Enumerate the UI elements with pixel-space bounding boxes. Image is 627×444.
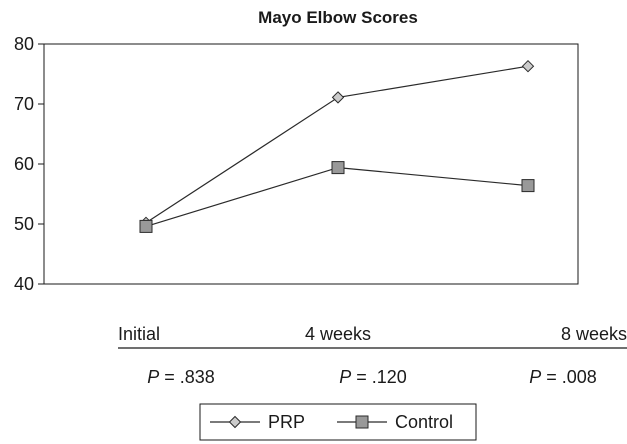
series-control xyxy=(139,161,535,233)
y-tick-label: 60 xyxy=(14,154,34,174)
data-point-control xyxy=(331,161,345,175)
x-category-label: 4 weeks xyxy=(305,324,371,344)
series-line-control xyxy=(145,166,529,227)
p-value-label: P = .838 xyxy=(147,367,215,387)
plot-frame xyxy=(43,43,579,285)
x-category-label: 8 weeks xyxy=(561,324,627,344)
y-tick-label: 80 xyxy=(14,34,34,54)
series-line-prp xyxy=(145,65,529,224)
data-point-prp xyxy=(331,91,345,104)
chart-title: Mayo Elbow Scores xyxy=(258,8,418,27)
p-value-label: P = .120 xyxy=(339,367,407,387)
legend-item-control: Control xyxy=(337,412,453,432)
data-point-control xyxy=(521,179,535,193)
legend-marker-control xyxy=(355,415,369,429)
legend: PRP Control xyxy=(199,403,477,441)
legend-label: PRP xyxy=(268,412,305,432)
y-tick-label: 70 xyxy=(14,94,34,114)
y-tick-label: 40 xyxy=(14,274,34,294)
legend-label: Control xyxy=(395,412,453,432)
series-prp xyxy=(139,59,535,230)
x-axis: Initial 4 weeks 8 weeks P = .838 P = .120 P =… xyxy=(118,324,627,387)
legend-item-prp: PRP xyxy=(210,412,305,432)
x-category-label: Initial xyxy=(118,324,160,344)
y-tick-label: 50 xyxy=(14,214,34,234)
p-value-label: P = .008 xyxy=(529,367,597,387)
data-point-prp xyxy=(521,59,535,73)
data-point-control xyxy=(139,219,153,233)
legend-marker-prp xyxy=(228,415,242,429)
plot-area: 40 50 60 70 80 xyxy=(14,34,579,294)
